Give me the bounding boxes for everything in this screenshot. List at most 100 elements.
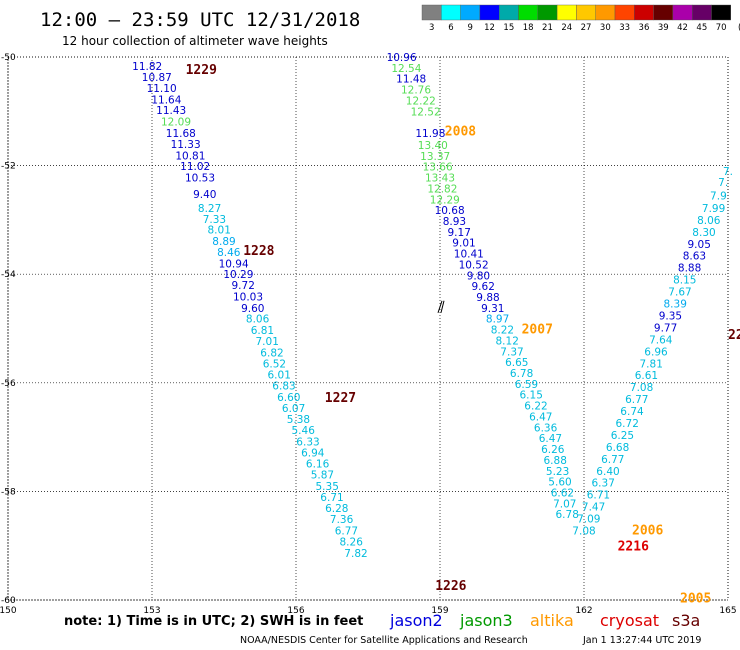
y-tick-label: -50: [1, 53, 16, 63]
legend-swatch: [711, 4, 731, 21]
wave-height-value: 11.48: [396, 74, 426, 86]
wave-height-value: 8.15: [673, 275, 696, 287]
wave-height-value: 12.29: [430, 194, 460, 206]
wave-height-value: 12.82: [427, 183, 457, 195]
wave-height-value: 7.9: [710, 190, 727, 202]
wave-height-value: 6.77: [335, 525, 358, 537]
x-tick-label: 150: [0, 606, 17, 616]
legend-label: 45: [696, 23, 707, 33]
wave-height-value: 11.33: [171, 139, 201, 151]
wave-height-value: 7.01: [256, 336, 279, 348]
wave-height-value: 13.40: [418, 140, 448, 152]
y-tick-label: -56: [1, 379, 16, 389]
wave-height-value: 5.23: [546, 466, 569, 478]
wave-height-value: 7.08: [572, 525, 595, 537]
wave-height-value: 9.35: [659, 310, 682, 322]
wave-height-value: 6.65: [505, 357, 528, 369]
wave-height-value: 6.47: [539, 433, 562, 445]
wave-height-value: 10.41: [454, 249, 484, 261]
legend-swatch: [479, 4, 500, 21]
wave-height-value: 6.68: [606, 442, 629, 454]
wave-height-value: 6.07: [282, 403, 305, 415]
wave-height-value: 7.99: [702, 203, 725, 215]
wave-height-value: 11.02: [180, 161, 210, 173]
x-tick-label: 162: [575, 606, 592, 616]
plot-frame: [7, 56, 729, 601]
wave-height-value: 10.68: [435, 205, 465, 217]
legend-label: 12: [484, 23, 495, 33]
wave-height-value: 6.59: [515, 379, 538, 391]
footer-note: note: 1) Time is in UTC; 2) SWH is in fe…: [64, 614, 363, 629]
y-tick-label: -54: [1, 270, 16, 280]
pass-number-label: 2213: [728, 328, 740, 343]
wave-height-value: 9.01: [452, 238, 475, 250]
legend-swatch: [556, 4, 577, 21]
wave-height-value: 13.37: [420, 151, 450, 163]
wave-height-value: 10.81: [175, 150, 205, 162]
wave-height-value: 6.16: [306, 459, 330, 471]
wave-height-value: 7.36: [330, 514, 354, 526]
axis-tick-labels: 150 153 156 159 162 165 -50 -52 -54 -56 -58 -60: [0, 53, 737, 616]
wave-height-value: 12.54: [391, 63, 421, 75]
y-tick-label: -58: [1, 487, 16, 497]
wave-height-value: 8.88: [678, 263, 701, 275]
wave-height-value: 5.38: [287, 414, 310, 426]
wave-height-value: 6.77: [601, 454, 624, 466]
wave-height-value: 12.09: [161, 117, 191, 129]
pass-number-label: 1226: [435, 579, 466, 594]
wave-height-value: 7.67: [668, 287, 691, 299]
pass-number-label: 1227: [325, 391, 356, 406]
wave-height-value: 8.97: [486, 314, 509, 326]
wave-height-values: 11.8210.8711.1011.6411.4312.0911.6811.33…: [132, 52, 733, 560]
wave-height-value: 6.15: [520, 390, 543, 402]
x-tick-label: 159: [431, 606, 448, 616]
legend-swatch: [518, 4, 538, 21]
wave-height-value: 7.33: [203, 214, 226, 226]
wave-height-value: 10.52: [459, 259, 489, 271]
x-tick-label: 165: [719, 606, 736, 616]
wave-height-value: 6.83: [272, 381, 295, 393]
legend-label: 24: [561, 23, 572, 33]
wave-height-value: 6.26: [541, 444, 565, 456]
wave-height-value: 6.01: [268, 370, 291, 382]
legend-label: 39: [658, 23, 669, 33]
wave-height-value: 6.40: [596, 466, 619, 478]
pass-number-label: 2005: [680, 591, 711, 606]
legend-swatch: [576, 4, 596, 21]
wave-height-value: 10.29: [223, 269, 253, 281]
legend-swatch: [499, 4, 519, 21]
wave-height-value: 9.72: [232, 280, 255, 292]
wave-height-value: 11.64: [151, 94, 181, 106]
wave-height-value: 7.08: [630, 382, 653, 394]
legend-label: 9: [468, 23, 473, 33]
legend-swatch: [672, 4, 693, 21]
wave-height-value: 6.60: [277, 392, 300, 404]
credit-text: NOAA/NESDIS Center for Satellite Applica…: [240, 635, 528, 646]
wave-height-value: 6.52: [263, 358, 286, 370]
wave-height-value: 10.94: [219, 258, 249, 270]
wave-height-value: 5.35: [316, 481, 339, 493]
chart-subtitle: 12 hour collection of altimeter wave hei…: [62, 34, 328, 48]
x-tick-label: 153: [143, 606, 160, 616]
wave-height-value: 9.62: [472, 281, 495, 293]
legend-swatch: [460, 4, 481, 21]
pass-number-label: 1229: [186, 63, 217, 78]
wave-height-value: 8.39: [664, 299, 687, 311]
wave-height-value: 6.28: [325, 503, 348, 515]
wave-height-value: 13.66: [423, 162, 453, 174]
wave-height-value: 8.26: [340, 536, 364, 548]
wave-height-value: 10.96: [387, 52, 417, 64]
legend-label: 3: [429, 23, 434, 33]
wave-height-value: 8.89: [212, 236, 235, 248]
wave-height-value: 10.03: [233, 291, 263, 303]
wave-height-value: 12.52: [411, 106, 441, 118]
wave-height-value: 6.62: [551, 487, 574, 499]
wave-height-value: 9.31: [481, 303, 504, 315]
wave-height-value: 8.12: [496, 335, 519, 347]
wave-height-value: 8.01: [208, 225, 231, 237]
wave-height-value: 7.81: [640, 358, 663, 370]
legend-swatch: [653, 4, 674, 21]
wave-height-value: 8.93: [443, 216, 466, 228]
legend-label: 30: [600, 23, 611, 33]
